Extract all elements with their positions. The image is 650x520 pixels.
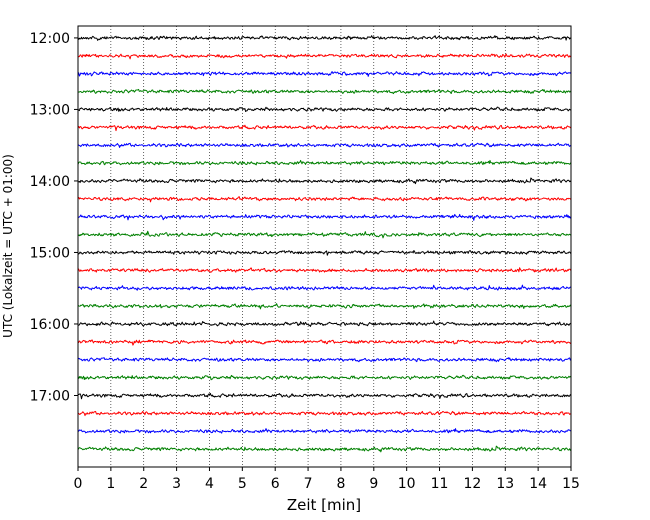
y-tick-label: 12:00 [30,31,70,47]
y-tick-label: 13:00 [30,102,70,118]
trace-1600 [77,320,572,327]
x-axis-title: Zeit [min] [287,496,361,514]
y-tick-label: 16:00 [30,317,70,333]
trace-1200 [77,35,572,41]
trace-1230 [77,71,572,77]
trace-1345 [77,159,572,166]
trace-1700 [77,392,572,400]
trace-1645 [77,374,572,381]
y-axis-title: UTC (Lokalzeit = UTC + 01:00) [1,154,15,338]
trace-1615 [77,339,572,346]
x-tick-label: 7 [304,476,313,492]
trace-1300 [77,106,572,113]
y-tick-label: 17:00 [30,388,70,404]
plot-frame [77,25,572,468]
trace-1330 [77,142,572,148]
trace-1530 [77,284,572,291]
trace-1745 [77,445,572,453]
x-tick-label: 12 [463,476,481,492]
x-tick-label: 4 [205,476,214,492]
x-tick-label: 8 [336,476,345,492]
x-tick-label: 14 [529,476,547,492]
trace-1400 [77,177,572,185]
x-tick-label: 10 [398,476,416,492]
x-tick-label: 13 [496,476,514,492]
x-tick-label: 3 [172,476,181,492]
x-axis-ticks: 0 1 2 3 4 5 6 7 8 9 10 11 12 13 14 15 [74,467,580,492]
trace-1500 [77,249,572,256]
x-tick-label: 5 [238,476,247,492]
x-tick-label: 6 [271,476,280,492]
trace-1315 [77,124,572,132]
x-tick-label: 2 [139,476,148,492]
x-tick-label: 15 [562,476,580,492]
y-tick-label: 14:00 [30,174,70,190]
trace-1730 [77,428,572,434]
trace-1515 [77,267,572,273]
trace-1545 [77,303,572,310]
seismogram-traces [77,35,572,453]
trace-1430 [77,213,572,221]
trace-1630 [77,357,572,363]
trace-1215 [77,53,572,60]
y-axis-ticks: 12:00 13:00 14:00 15:00 16:00 17:00 [30,31,78,404]
x-tick-label: 9 [369,476,378,492]
x-tick-label: 1 [106,476,115,492]
y-tick-label: 15:00 [30,245,70,261]
trace-1245 [77,88,572,95]
trace-1715 [77,410,572,417]
x-tick-label: 11 [431,476,449,492]
x-tick-label: 0 [74,476,83,492]
trace-1415 [77,196,572,203]
trace-1445 [77,230,572,239]
